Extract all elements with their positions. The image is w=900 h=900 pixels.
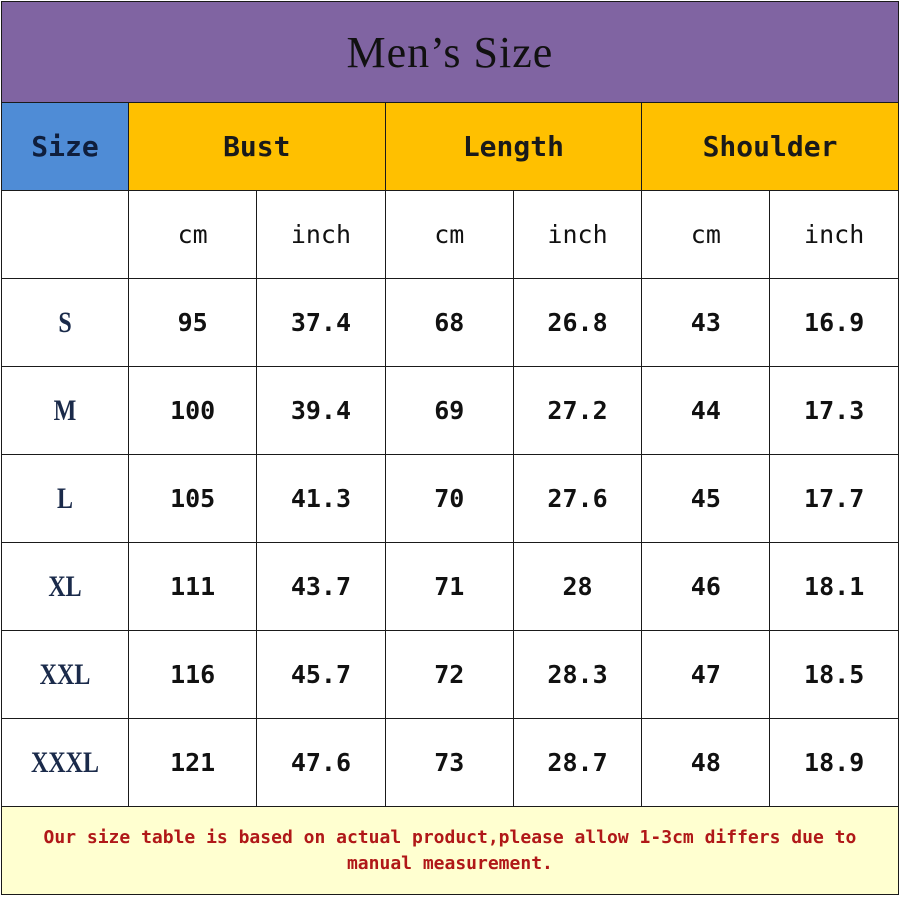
value-cell: 17.7 [769,454,899,543]
value-cell: 73 [384,718,514,807]
size-label: S [58,305,72,339]
value-cell: 71 [384,542,514,631]
unit-cell: inch [256,190,386,279]
value-cell: 18.9 [769,718,899,807]
value-cell: 46 [641,542,771,631]
value-cell: 26.8 [512,278,643,367]
value-cell: 47.6 [256,718,386,807]
unit-cell: cm [384,190,514,279]
value-cell: 41.3 [256,454,386,543]
value-cell: 45.7 [256,630,386,719]
value-cell: 45 [641,454,771,543]
size-cell: XXL [1,630,129,719]
size-label: XXL [39,657,91,691]
unit-cell: cm [641,190,771,279]
size-cell: XXXL [1,718,129,807]
value-cell: 18.1 [769,542,899,631]
size-cell: L [1,454,129,543]
value-cell: 111 [127,542,258,631]
size-header: Size [1,102,129,191]
chart-title: Men’s Size [1,1,899,103]
value-cell: 28.7 [512,718,643,807]
value-cell: 116 [127,630,258,719]
size-label: L [56,481,73,515]
value-cell: 48 [641,718,771,807]
unit-row: cm inch cm inch cm inch [1,190,899,279]
value-cell: 17.3 [769,366,899,455]
value-cell: 43.7 [256,542,386,631]
table-row: S 95 37.4 68 26.8 43 16.9 [1,278,899,367]
unit-cell: cm [127,190,258,279]
value-cell: 28.3 [512,630,643,719]
size-label: XL [48,569,82,603]
value-cell: 72 [384,630,514,719]
value-cell: 105 [127,454,258,543]
value-cell: 68 [384,278,514,367]
value-cell: 28 [512,542,643,631]
size-label: XXXL [30,745,99,779]
value-cell: 43 [641,278,771,367]
size-blank-cell [1,190,129,279]
table-row: XXXL 121 47.6 73 28.7 48 18.9 [1,718,899,807]
size-cell: S [1,278,129,367]
value-cell: 16.9 [769,278,899,367]
table-row: XL 111 43.7 71 28 46 18.1 [1,542,899,631]
table-row: L 105 41.3 70 27.6 45 17.7 [1,454,899,543]
value-cell: 18.5 [769,630,899,719]
unit-cell: inch [512,190,643,279]
size-label: M [53,393,77,427]
value-cell: 121 [127,718,258,807]
table-row: XXL 116 45.7 72 28.3 47 18.5 [1,630,899,719]
value-cell: 37.4 [256,278,386,367]
value-cell: 100 [127,366,258,455]
table-row: M 100 39.4 69 27.2 44 17.3 [1,366,899,455]
value-cell: 47 [641,630,771,719]
bust-header: Bust [128,102,386,191]
value-cell: 39.4 [256,366,386,455]
value-cell: 95 [127,278,258,367]
value-cell: 44 [641,366,771,455]
value-cell: 27.6 [512,454,643,543]
value-cell: 27.2 [512,366,643,455]
size-cell: XL [1,542,129,631]
value-cell: 69 [384,366,514,455]
size-cell: M [1,366,129,455]
shoulder-header: Shoulder [641,102,899,191]
value-cell: 70 [384,454,514,543]
footer-note: Our size table is based on actual produc… [1,806,899,895]
unit-cell: inch [769,190,899,279]
length-header: Length [384,102,643,191]
